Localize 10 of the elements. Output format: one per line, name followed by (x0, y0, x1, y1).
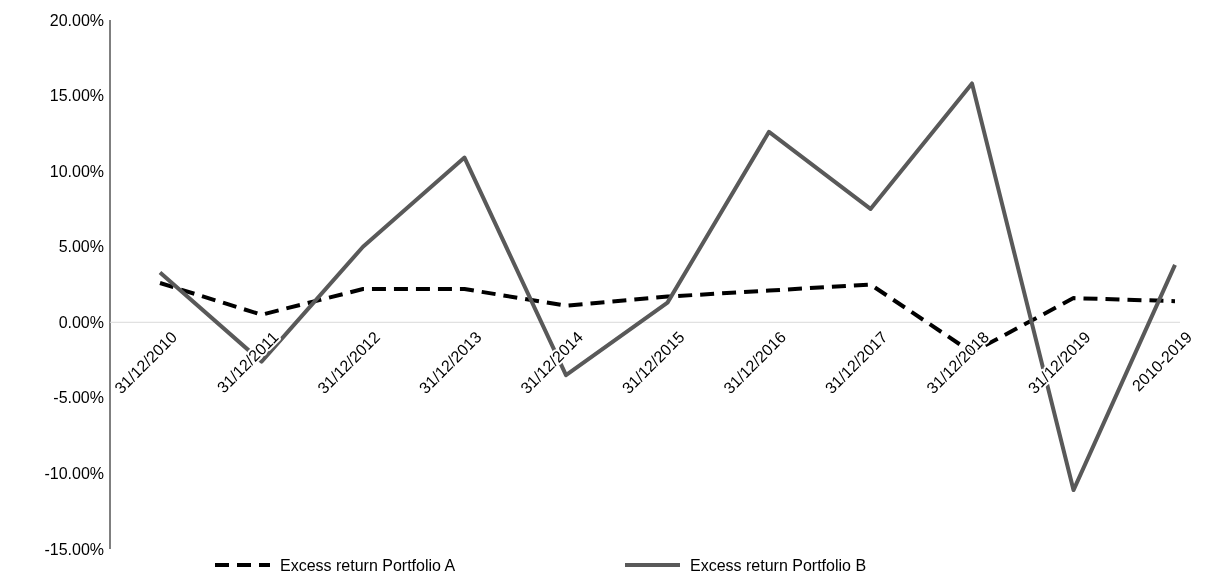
legend-label: Excess return Portfolio A (280, 556, 456, 574)
y-tick-label: 0.00% (58, 313, 104, 331)
y-tick-label: 5.00% (58, 238, 104, 256)
y-tick-label: 10.00% (49, 162, 104, 180)
y-tick-label: -5.00% (53, 389, 104, 407)
y-tick-label: 15.00% (49, 87, 104, 105)
y-tick-label: 20.00% (49, 11, 104, 29)
legend-label: Excess return Portfolio B (690, 556, 867, 574)
y-tick-label: -15.00% (44, 540, 104, 558)
y-tick-label: -10.00% (44, 465, 104, 483)
